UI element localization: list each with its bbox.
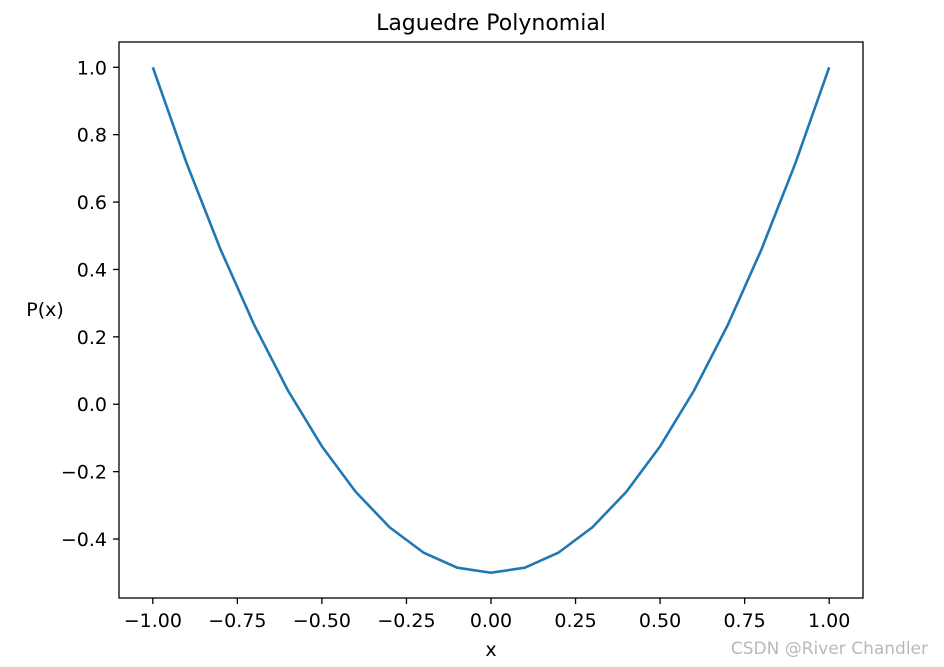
y-tick-label: 0.2 — [77, 327, 107, 349]
axes-frame — [118, 41, 864, 599]
x-axis-ticks: −1.00 −0.75 −0.50 −0.25 0.00 0.25 0.50 0.75 1.00 — [124, 598, 850, 632]
y-tick-label: 1.0 — [77, 57, 107, 79]
plot-area — [118, 41, 864, 599]
chart-title: Laguedre Polynomial — [376, 11, 606, 36]
x-tick-label: −0.75 — [208, 610, 266, 632]
y-tick-label: −0.4 — [61, 529, 107, 551]
x-tick-label: 0.00 — [470, 610, 512, 632]
y-axis-ticks: −0.4 −0.2 0.0 0.2 0.4 0.6 0.8 1.0 — [61, 57, 119, 551]
x-axis-label: x — [485, 639, 496, 661]
x-tick-label: 1.00 — [808, 610, 850, 632]
x-tick-label: −0.50 — [293, 610, 351, 632]
watermark: CSDN @River Chandler — [730, 639, 928, 659]
x-tick-label: −0.25 — [377, 610, 435, 632]
x-tick-label: 0.75 — [723, 610, 765, 632]
y-tick-label: −0.2 — [61, 462, 107, 484]
y-axis-label: P(x) — [26, 299, 64, 321]
x-tick-label: −1.00 — [124, 610, 182, 632]
y-tick-label: 0.4 — [77, 259, 107, 281]
x-tick-label: 0.50 — [639, 610, 681, 632]
series-line-0 — [151, 66, 831, 575]
y-tick-label: 0.0 — [77, 394, 107, 416]
y-tick-label: 0.8 — [77, 125, 107, 147]
x-tick-label: 0.25 — [554, 610, 596, 632]
y-tick-label: 0.6 — [77, 192, 107, 214]
